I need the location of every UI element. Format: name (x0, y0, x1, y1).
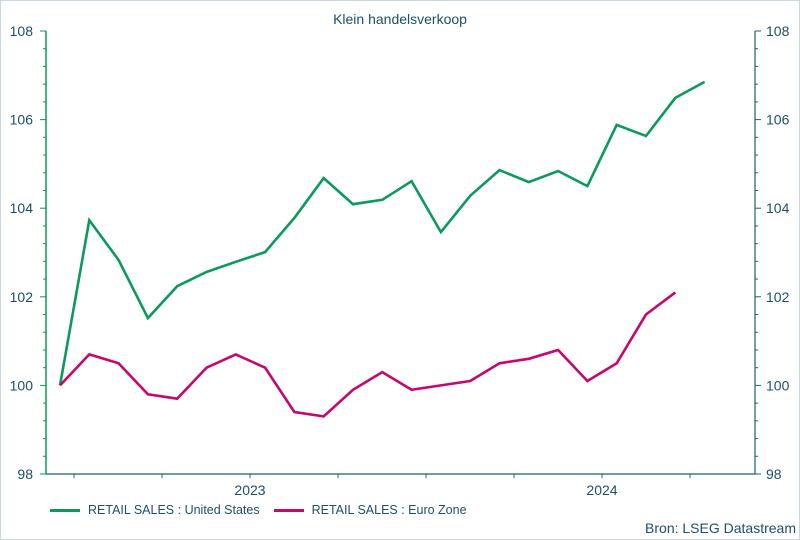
y-tick-label-right: 102 (766, 289, 790, 305)
legend-label-ez: RETAIL SALES : Euro Zone (311, 503, 467, 517)
y-tick-label-right: 108 (766, 23, 790, 39)
chart-title: Klein handelsverkoop (333, 11, 467, 27)
source-note: Bron: LSEG Datastream (645, 520, 796, 536)
x-tick-label: 2024 (586, 482, 617, 498)
y-tick-label-left: 100 (10, 377, 34, 393)
series-line-ez (59, 291, 677, 418)
legend-item-ez: RETAIL SALES : Euro Zone (273, 503, 467, 517)
legend-swatch-ez (273, 508, 304, 512)
y-tick-label-right: 98 (766, 466, 782, 482)
y-tick-label-left: 104 (10, 200, 34, 216)
y-tick-label-left: 108 (10, 23, 34, 39)
y-tick-label-right: 106 (766, 112, 790, 128)
legend-item-us: RETAIL SALES : United States (50, 503, 260, 517)
y-tick-label-left: 98 (17, 466, 33, 482)
legend-label-us: RETAIL SALES : United States (88, 503, 260, 517)
x-tick-label: 2023 (234, 482, 265, 498)
legend: RETAIL SALES : United States RETAIL SALE… (50, 503, 467, 517)
y-tick-label-left: 102 (10, 289, 34, 305)
series-line-us (58, 80, 706, 386)
legend-swatch-us (50, 508, 80, 512)
y-tick-label-right: 104 (766, 200, 790, 216)
y-tick-label-left: 106 (10, 112, 34, 128)
y-tick-label-right: 100 (766, 377, 790, 393)
